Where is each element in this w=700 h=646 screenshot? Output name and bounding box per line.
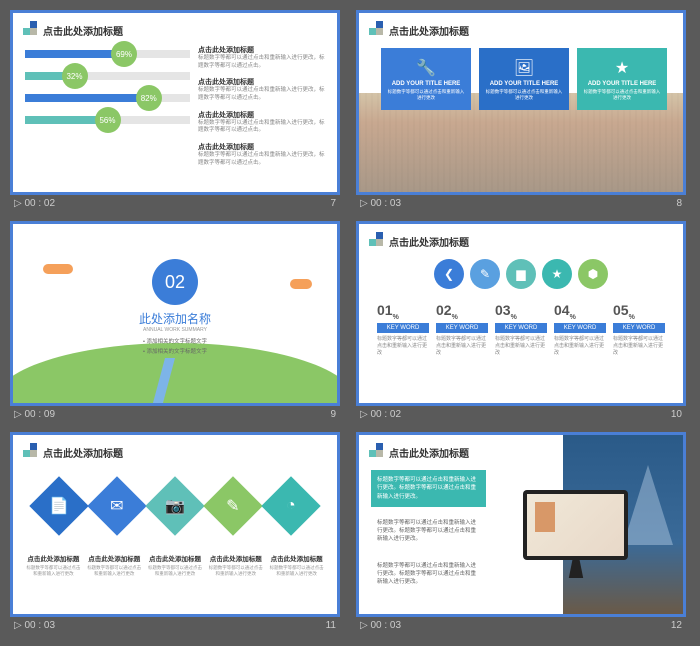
slide-8[interactable]: 点击此处添加标题 🔧ADD YOUR TITLE HERE标题数字等都可以通过点… (356, 10, 686, 195)
slide-9[interactable]: 02 此处添加名称 ANNUAL WORK SUMMARY • 添加相关的文字标… (10, 221, 340, 406)
card-icon: 🖼 (514, 58, 534, 78)
slide-grid: 点击此处添加标题 69%32%82%56% 点击此处添加标题标题数字等都可以通过… (10, 10, 690, 631)
slide-title: 点击此处添加标题 (43, 23, 123, 38)
slide-12-wrap: 点击此处添加标题 标题数字等都可以通过点击和重新输入进行更改。标题数字等都可以通… (356, 432, 690, 631)
percent-column: 03%KEY WORD标题数字等都可以通过点击和重新输入进行更改 (495, 302, 547, 357)
slide-title: 点击此处添加标题 (389, 23, 469, 38)
feature-card: 🖼ADD YOUR TITLE HERE标题数字等都可以通过点击和重新输入进行更… (479, 48, 569, 110)
bar-row: 32% (25, 70, 190, 82)
logo-icon (369, 21, 383, 35)
bullet-list: 点击此处添加标题标题数字等都可以通过点击和重新输入进行更改，标题数字等都可以通过… (198, 45, 328, 175)
circle-icon: ▆ (506, 259, 536, 289)
card-icon: ★ (615, 58, 629, 78)
diamond-label: 点击此处添加标题标题数字等都可以通过点击和重新输入进行更改 (268, 553, 326, 577)
list-item: 点击此处添加标题标题数字等都可以通过点击和重新输入进行更改，标题数字等都可以通过… (198, 45, 328, 70)
text-box: 标题数字等都可以通过点击和重新输入进行更改。标题数字等都可以通过点击和重新输入进… (371, 513, 486, 550)
slide-footer: 00 : 03 11 (10, 617, 340, 631)
diamond-icon: 📄 (29, 476, 88, 535)
slide-footer: 00 : 03 8 (356, 195, 686, 209)
slide-footer: 00 : 02 10 (356, 406, 686, 420)
slide-footer: 00 : 02 7 (10, 195, 340, 209)
slide-footer: 00 : 03 12 (356, 617, 686, 631)
percent-column: 05%KEY WORD标题数字等都可以通过点击和重新输入进行更改 (613, 302, 665, 357)
percent-column: 02%KEY WORD标题数字等都可以通过点击和重新输入进行更改 (436, 302, 488, 357)
slide-7-wrap: 点击此处添加标题 69% 32% 82% 56% 点击此处添加标题标题数字等都可以通过… (10, 10, 344, 209)
cloud-icon (290, 279, 312, 289)
slide-title: 点击此处添加标题 (389, 234, 469, 249)
logo-icon (23, 21, 37, 35)
timestamp: 00 : 02 (14, 198, 55, 209)
diamond-row: 📄✉📷✎◔ (38, 485, 312, 527)
text-box: 标题数字等都可以通过点击和重新输入进行更改。标题数字等都可以通过点击和重新输入进… (371, 556, 486, 593)
logo-icon (23, 443, 37, 457)
timestamp: 00 : 03 (14, 620, 55, 631)
diamond-label: 点击此处添加标题标题数字等都可以通过点击和重新输入进行更改 (146, 553, 204, 577)
list-item: 点击此处添加标题标题数字等都可以通过点击和重新输入进行更改，标题数字等都可以通过… (198, 77, 328, 102)
logo-icon (369, 443, 383, 457)
monitor-mockup (523, 490, 628, 560)
circle-icon: ★ (542, 259, 572, 289)
logo-icon (369, 232, 383, 246)
diamond-icon: ✉ (87, 476, 146, 535)
slide-footer: 00 : 09 9 (10, 406, 340, 420)
slide-title: 点击此处添加标题 (389, 445, 469, 460)
list-item: 点击此处添加标题标题数字等都可以通过点击和重新输入进行更改，标题数字等都可以通过… (198, 110, 328, 135)
page-number: 10 (671, 409, 682, 420)
diamond-icon: ✎ (203, 476, 262, 535)
page-number: 12 (671, 620, 682, 631)
diamond-icon: ◔ (261, 476, 320, 535)
percent-column: 01%KEY WORD标题数字等都可以通过点击和重新输入进行更改 (377, 302, 429, 357)
slide-10-wrap: 点击此处添加标题 ❮✎▆★⬢ 01%KEY WORD标题数字等都可以通过点击和重… (356, 221, 690, 420)
slide-title: 点击此处添加标题 (43, 445, 123, 460)
text-boxes: 标题数字等都可以通过点击和重新输入进行更改。标题数字等都可以通过点击和重新输入进… (371, 470, 486, 598)
circle-icon: ❮ (434, 259, 464, 289)
monitor-screen (527, 494, 624, 556)
diamond-label: 点击此处添加标题标题数字等都可以通过点击和重新输入进行更改 (207, 553, 265, 577)
percent-columns: 01%KEY WORD标题数字等都可以通过点击和重新输入进行更改02%KEY W… (377, 302, 665, 357)
diamond-labels: 点击此处添加标题标题数字等都可以通过点击和重新输入进行更改点击此处添加标题标题数… (13, 553, 337, 577)
text-box-highlight: 标题数字等都可以通过点击和重新输入进行更改。标题数字等都可以通过点击和重新输入进… (371, 470, 486, 507)
slide-10[interactable]: 点击此处添加标题 ❮✎▆★⬢ 01%KEY WORD标题数字等都可以通过点击和重… (356, 221, 686, 406)
section-subtitle: ANNUAL WORK SUMMARY (13, 327, 337, 333)
diamond-icon: 📷 (145, 476, 204, 535)
timestamp: 00 : 03 (360, 620, 401, 631)
timestamp: 00 : 03 (360, 198, 401, 209)
card-icon: 🔧 (416, 58, 436, 78)
slide-11[interactable]: 点击此处添加标题 📄✉📷✎◔ 点击此处添加标题标题数字等都可以通过点击和重新输入… (10, 432, 340, 617)
cloud-icon (43, 264, 73, 274)
bar-row: 82% (25, 92, 190, 104)
page-number: 9 (330, 409, 336, 420)
list-item: 点击此处添加标题标题数字等都可以通过点击和重新输入进行更改，标题数字等都可以通过… (198, 142, 328, 167)
diamond-label: 点击此处添加标题标题数字等都可以通过点击和重新输入进行更改 (85, 553, 143, 577)
section-number-circle: 02 (152, 259, 198, 305)
page-number: 7 (330, 198, 336, 209)
section-bullets: • 添加相关的文字标题文字 • 添加相关的文字标题文字 (13, 338, 337, 358)
slide-8-wrap: 点击此处添加标题 🔧ADD YOUR TITLE HERE标题数字等都可以通过点… (356, 10, 690, 209)
slide-12[interactable]: 点击此处添加标题 标题数字等都可以通过点击和重新输入进行更改。标题数字等都可以通… (356, 432, 686, 617)
page-number: 8 (676, 198, 682, 209)
slide-7[interactable]: 点击此处添加标题 69% 32% 82% 56% 点击此处添加标题标题数字等都可以通过… (10, 10, 340, 195)
section-heading: 此处添加名称 (13, 310, 337, 327)
circle-icon: ⬢ (578, 259, 608, 289)
slide-9-wrap: 02 此处添加名称 ANNUAL WORK SUMMARY • 添加相关的文字标… (10, 221, 344, 420)
card-row: 🔧ADD YOUR TITLE HERE标题数字等都可以通过点击和重新输入进行更… (381, 48, 667, 110)
feature-card: ★ADD YOUR TITLE HERE标题数字等都可以通过点击和重新输入进行更… (577, 48, 667, 110)
slide-11-wrap: 点击此处添加标题 📄✉📷✎◔ 点击此处添加标题标题数字等都可以通过点击和重新输入… (10, 432, 344, 631)
percent-column: 04%KEY WORD标题数字等都可以通过点击和重新输入进行更改 (554, 302, 606, 357)
timestamp: 00 : 02 (360, 409, 401, 420)
diamond-label: 点击此处添加标题标题数字等都可以通过点击和重新输入进行更改 (24, 553, 82, 577)
circle-icon: ✎ (470, 259, 500, 289)
feature-card: 🔧ADD YOUR TITLE HERE标题数字等都可以通过点击和重新输入进行更… (381, 48, 471, 110)
icon-circle-row: ❮✎▆★⬢ (434, 259, 608, 289)
bar-chart: 69% 32% 82% 56% (25, 48, 190, 136)
bar-row: 56% (25, 114, 190, 126)
bar-row: 69% (25, 48, 190, 60)
timestamp: 00 : 09 (14, 409, 55, 420)
page-number: 11 (326, 620, 336, 631)
